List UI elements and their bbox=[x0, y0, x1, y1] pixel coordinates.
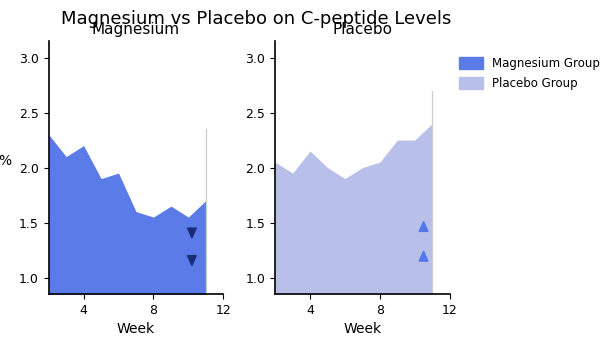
Title: Magnesium: Magnesium bbox=[92, 22, 180, 37]
Polygon shape bbox=[188, 255, 196, 265]
Text: Magnesium vs Placebo on C-peptide Levels: Magnesium vs Placebo on C-peptide Levels bbox=[60, 10, 451, 28]
Polygon shape bbox=[419, 251, 428, 261]
Legend: Magnesium Group, Placebo Group: Magnesium Group, Placebo Group bbox=[459, 57, 600, 90]
Polygon shape bbox=[419, 222, 428, 232]
Y-axis label: %: % bbox=[0, 154, 12, 168]
X-axis label: Week: Week bbox=[117, 323, 155, 337]
X-axis label: Week: Week bbox=[343, 323, 381, 337]
Title: Placebo: Placebo bbox=[333, 22, 392, 37]
Polygon shape bbox=[188, 228, 196, 238]
